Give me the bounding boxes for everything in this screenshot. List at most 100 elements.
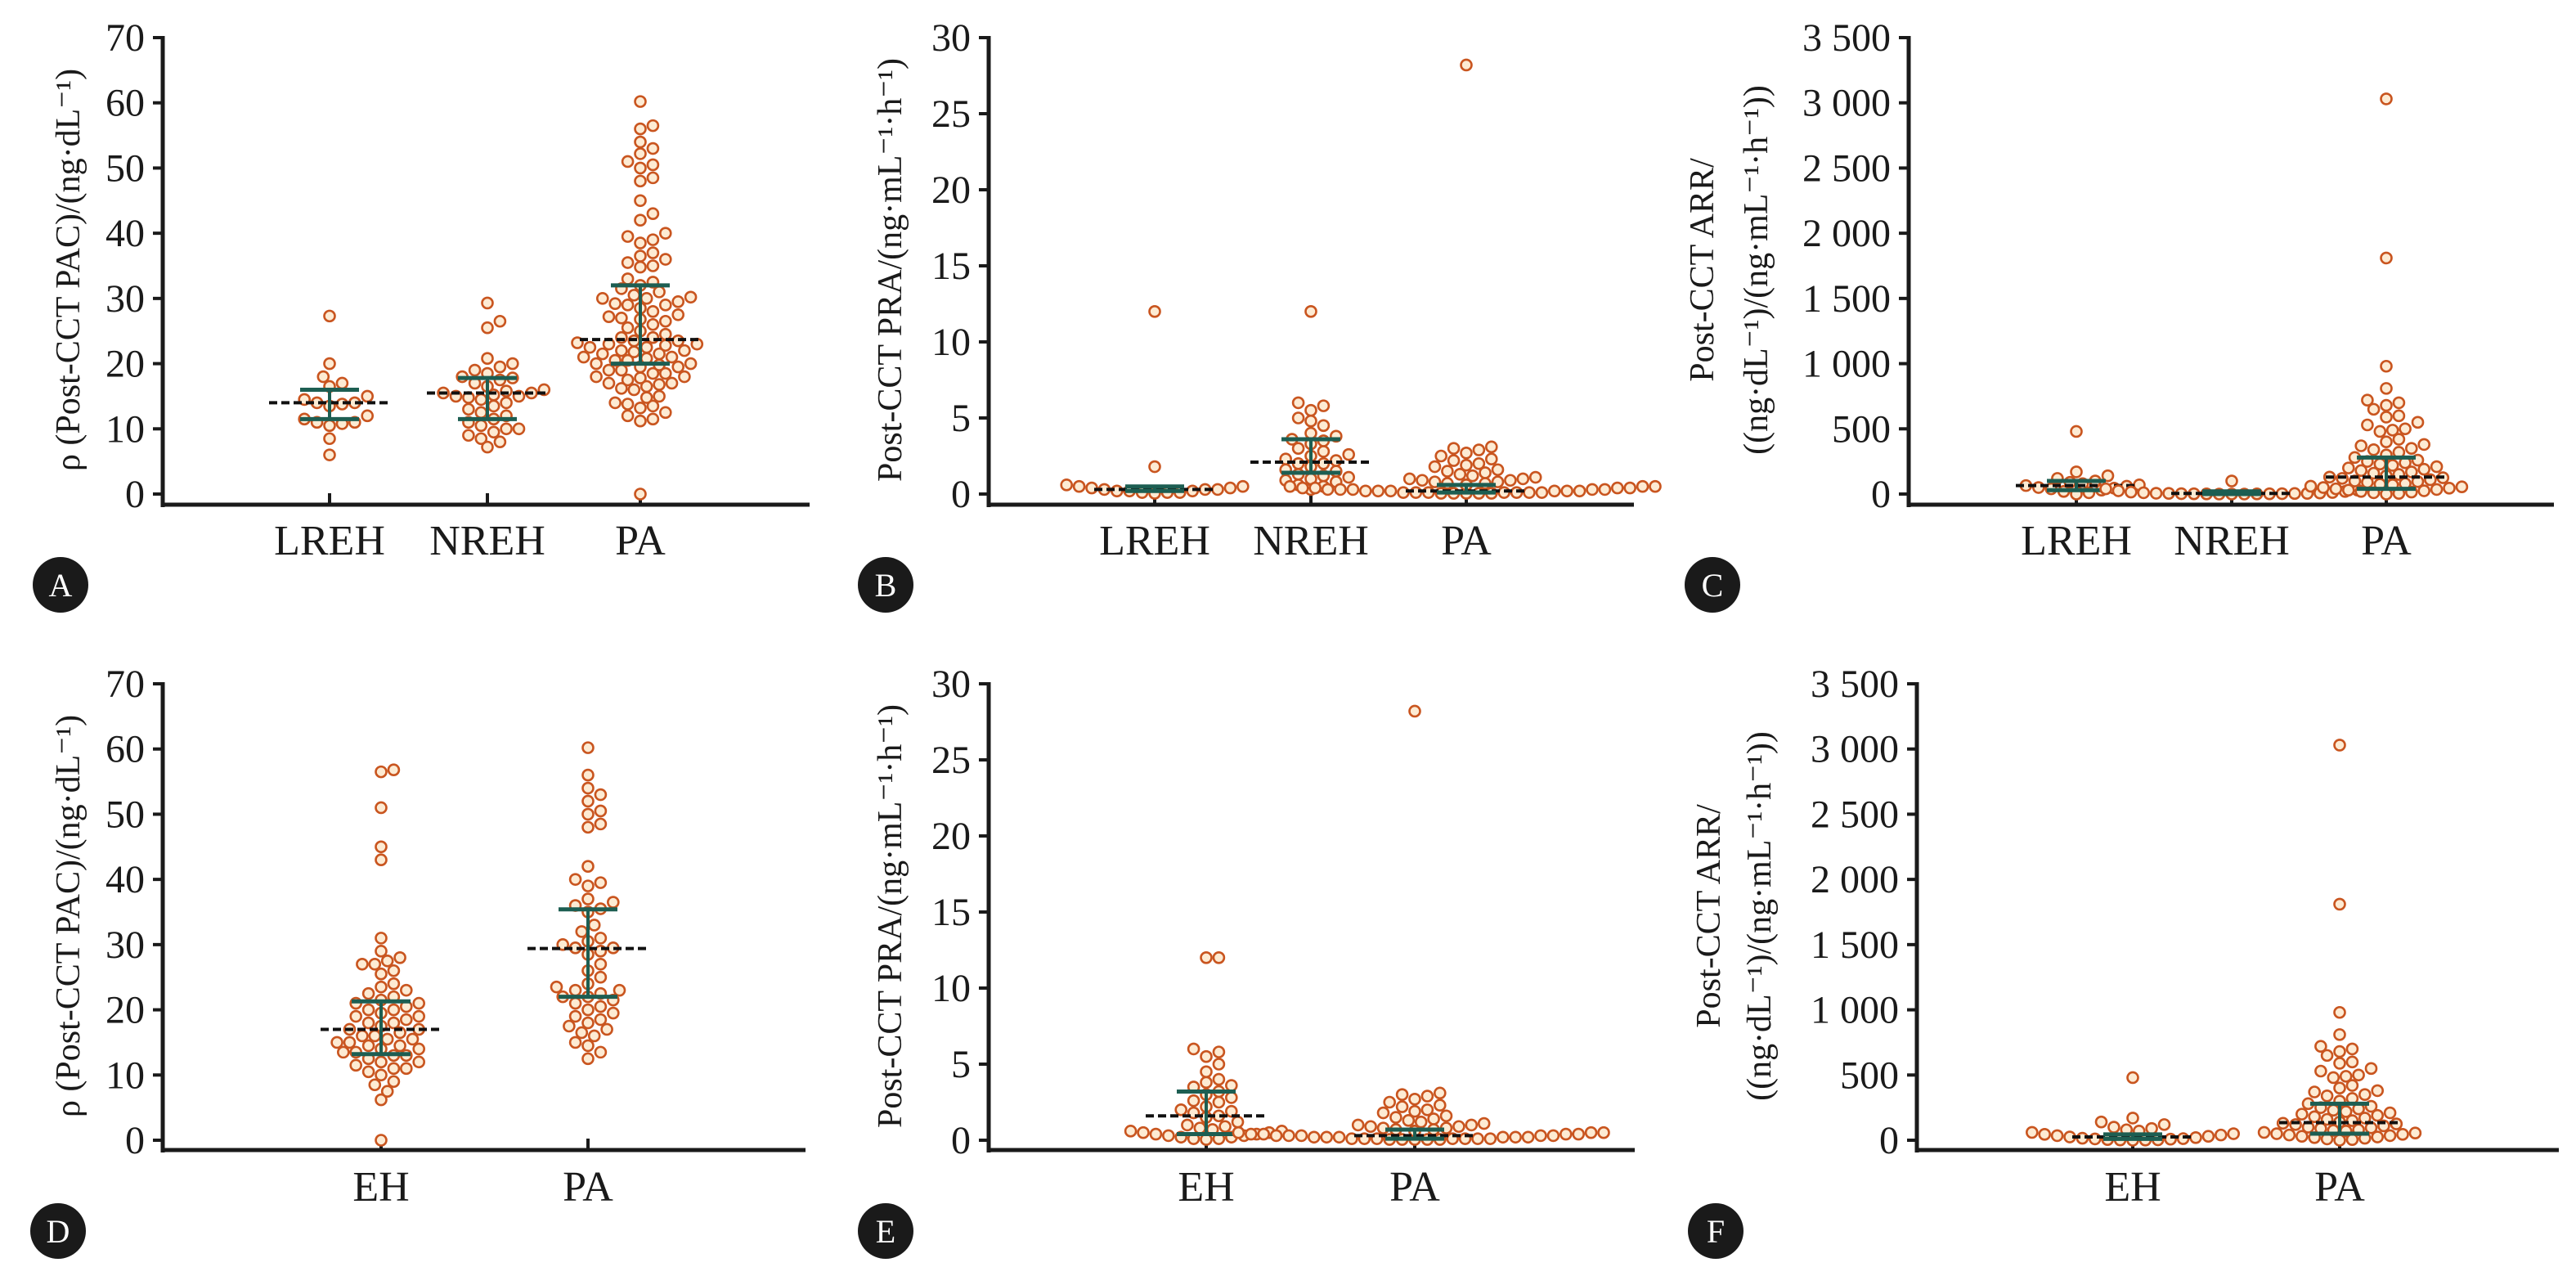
data-point <box>2405 442 2418 456</box>
data-point <box>2070 425 2083 438</box>
data-point <box>1295 1129 1308 1143</box>
data-point <box>468 363 482 377</box>
data-point <box>2099 482 2112 496</box>
x-category-label: PA <box>2314 1164 2365 1211</box>
data-point <box>2137 486 2150 500</box>
data-point <box>2417 462 2430 476</box>
y-tick-label: 30 <box>105 923 145 967</box>
data-point <box>1471 1132 1484 1145</box>
data-point <box>1308 1130 1321 1144</box>
data-point <box>1359 484 1372 498</box>
data-point <box>368 1078 382 1092</box>
data-point <box>361 1003 375 1017</box>
data-point <box>568 1009 582 1023</box>
data-point <box>1148 460 1161 474</box>
data-point <box>658 314 672 328</box>
data-point <box>2112 484 2125 497</box>
data-point <box>2371 1108 2384 1122</box>
data-point <box>2380 359 2393 373</box>
data-point <box>621 409 635 423</box>
data-point <box>368 1029 382 1043</box>
data-point <box>581 879 595 892</box>
data-point <box>493 360 507 374</box>
data-point <box>1218 1120 1232 1134</box>
data-point <box>640 340 653 354</box>
data-point <box>1389 1111 1402 1124</box>
data-point <box>2314 1040 2327 1054</box>
data-point <box>393 1039 406 1053</box>
y-tick-label: 500 <box>1832 407 1891 451</box>
data-point <box>606 1006 620 1020</box>
data-point <box>1485 440 1498 454</box>
data-point <box>594 1013 608 1027</box>
data-point <box>594 817 608 831</box>
data-point <box>1212 1045 1226 1058</box>
data-point <box>2333 1057 2346 1070</box>
data-point <box>2392 409 2406 423</box>
data-point <box>594 876 608 889</box>
data-point <box>2327 1071 2340 1085</box>
data-point <box>1212 951 1226 964</box>
y-tick-label: 0 <box>125 473 145 516</box>
data-point <box>678 370 691 384</box>
data-point <box>474 419 488 433</box>
data-point <box>602 363 616 377</box>
data-point <box>1504 474 1517 487</box>
data-point <box>595 292 609 305</box>
data-point <box>646 317 660 331</box>
data-point <box>1441 465 1454 478</box>
x-category-label: NREH <box>429 518 545 564</box>
data-point <box>1317 445 1331 458</box>
y-tick-label: 0 <box>1871 473 1891 516</box>
data-point <box>2339 1105 2353 1118</box>
data-point <box>581 1003 595 1017</box>
data-point <box>602 310 616 323</box>
data-point <box>380 954 394 968</box>
data-point <box>1395 1088 1409 1101</box>
data-point <box>375 1134 388 1147</box>
data-point <box>594 1045 608 1059</box>
data-point <box>1472 443 1486 456</box>
data-point <box>1548 484 1561 498</box>
y-axis-label: Post-CCT ARR/ <box>1690 804 1728 1028</box>
y-axis-label: ((ng·dL⁻¹)/(ng·mL⁻¹·h⁻¹)) <box>1738 85 1775 455</box>
data-point <box>634 135 647 149</box>
data-point <box>2358 1088 2372 1101</box>
data-point <box>2227 1127 2240 1140</box>
y-tick-label: 30 <box>105 277 145 321</box>
data-point <box>1460 446 1473 460</box>
data-point <box>2408 1126 2422 1140</box>
data-point <box>375 765 388 779</box>
data-point <box>602 376 616 390</box>
data-point <box>2352 1068 2365 1082</box>
data-point <box>1420 1103 1434 1116</box>
data-point <box>1211 483 1224 496</box>
data-point <box>581 1016 595 1030</box>
data-point <box>399 1013 413 1027</box>
y-tick-label: 0 <box>951 1119 971 1162</box>
data-point <box>493 435 507 449</box>
data-point <box>550 980 563 994</box>
y-tick-label: 1 000 <box>1811 989 1899 1032</box>
data-point <box>349 1009 363 1023</box>
data-point <box>621 398 635 411</box>
data-point <box>621 230 635 243</box>
data-point <box>2443 482 2456 495</box>
data-point <box>1317 399 1331 412</box>
data-point <box>361 409 375 423</box>
data-point <box>568 996 582 1010</box>
data-point <box>1320 1130 1333 1144</box>
data-point <box>387 1016 401 1030</box>
data-point <box>474 393 488 407</box>
y-tick-label: 3 000 <box>1811 728 1899 771</box>
data-point <box>500 384 513 398</box>
data-point <box>1212 1072 1226 1086</box>
data-point <box>1060 478 1073 492</box>
data-point <box>380 1085 394 1099</box>
data-point <box>1342 447 1355 461</box>
y-tick-label: 10 <box>931 967 971 1010</box>
data-point <box>1282 1129 1295 1143</box>
data-point <box>1434 1099 1447 1112</box>
data-point <box>1200 1065 1213 1079</box>
